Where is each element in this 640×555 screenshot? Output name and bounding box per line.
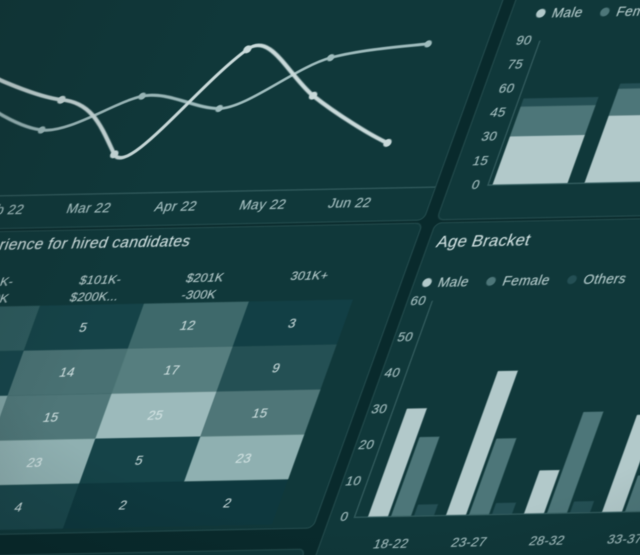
- others-dot: [566, 275, 579, 285]
- heatmap-cell: 5: [79, 436, 200, 484]
- legend-item: Female: [484, 273, 552, 289]
- heatmap-cell: 14: [7, 348, 128, 396]
- heatmap-cell: 2: [62, 481, 184, 529]
- line-series-bright: [0, 43, 390, 160]
- y-axis-tick-label: 45: [487, 104, 509, 121]
- legend-label: Male: [435, 274, 472, 290]
- x-axis-label: 28-32: [527, 532, 568, 549]
- heatmap-cell: 23: [183, 434, 305, 482]
- line-chart: [0, 40, 432, 160]
- line-series-bright-markers: [57, 45, 392, 159]
- y-axis-tick-label: 90: [513, 32, 535, 49]
- female-dot: [485, 276, 498, 286]
- male-dot: [534, 8, 547, 18]
- next-card-edge: [0, 548, 306, 555]
- female-bar-segment: [608, 86, 640, 116]
- male-dot: [420, 278, 434, 288]
- others-bar: [492, 502, 516, 515]
- line-series-dim: [0, 42, 430, 132]
- y-axis-tick-label: 40: [382, 364, 403, 381]
- line-series-dim-markers: [37, 40, 432, 134]
- legend-label: Others: [581, 271, 629, 287]
- others-bar: [570, 501, 594, 513]
- heatmap-title: Experience for hired candidates: [0, 233, 194, 255]
- heatmap-cell: 3: [232, 299, 353, 347]
- x-axis-label: May 22: [237, 196, 289, 213]
- legend-label: Female: [500, 272, 553, 289]
- heatmap-column-header: 301K+: [288, 268, 331, 283]
- legend-item: Male: [534, 5, 586, 21]
- heatmap-cell: 25: [95, 391, 217, 439]
- legend-label: Female: [614, 3, 640, 20]
- x-axis-label: 33-37: [605, 530, 640, 547]
- age-chart-legend: Male Female Others: [420, 271, 629, 290]
- x-axis-label: Apr 22: [152, 198, 200, 215]
- male-bar-segment: [492, 134, 585, 185]
- male-bar-segment: [584, 113, 640, 183]
- female-dot: [599, 7, 612, 17]
- y-axis-tick-label: 60: [496, 80, 518, 97]
- y-axis-tick-label: 75: [505, 56, 526, 73]
- y-axis-tick-label: 50: [395, 328, 416, 345]
- female-bar-segment: [509, 104, 596, 137]
- heatmap-cell: 15: [199, 389, 321, 437]
- legend-item: Male: [420, 274, 472, 290]
- y-axis-tick-label: 15: [470, 152, 492, 169]
- age-bracket-title: Age Bracket: [433, 231, 534, 252]
- heatmap-column-header: $201K -300K: [179, 270, 227, 302]
- heatmap-column-header: $101K- $200K...: [67, 272, 124, 305]
- y-axis-tick-label: 0: [338, 508, 351, 525]
- y-axis-tick-label: 10: [343, 472, 364, 489]
- line-chart-card: Feb 22 Mar 22 Apr 22 May 22 Jun 22: [0, 0, 543, 233]
- legend-item: Others: [565, 271, 629, 287]
- others-bar-segment: [618, 81, 640, 89]
- heatmap-cell: 5: [23, 303, 144, 351]
- legend-label: Male: [549, 4, 586, 21]
- heatmap-cell: 12: [127, 301, 249, 349]
- others-bar: [414, 504, 438, 516]
- others-bar-segment: [520, 96, 599, 107]
- x-axis-label: 23-27: [449, 534, 490, 550]
- y-axis-tick-label: 20: [356, 436, 377, 453]
- x-axis-label: 18-22: [371, 535, 412, 552]
- x-axis-label: Jun 22: [326, 194, 374, 211]
- heatmap-cell: 17: [111, 346, 233, 394]
- legend-item: Female: [598, 3, 640, 19]
- x-axis-label: Mar 22: [64, 200, 114, 216]
- x-axis-label: Feb 22: [0, 201, 27, 218]
- female-bar: [547, 411, 604, 513]
- heatmap-cell: 9: [216, 344, 337, 392]
- y-axis-tick-label: 0: [469, 176, 483, 192]
- heatmap-cell: 2: [167, 479, 289, 527]
- heatmap-cell: 15: [0, 393, 112, 441]
- y-axis-tick-label: 60: [408, 292, 429, 309]
- y-axis-tick-label: 30: [369, 400, 390, 417]
- y-axis-tick-label: 30: [479, 128, 500, 145]
